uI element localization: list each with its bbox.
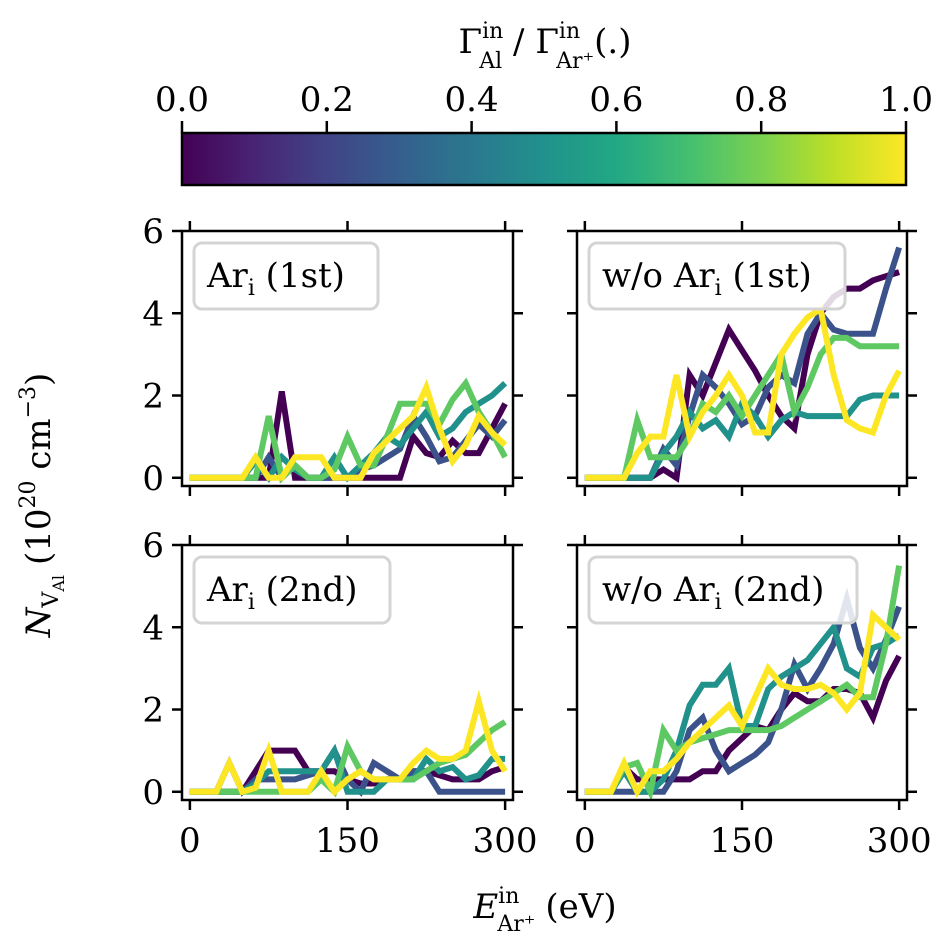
y-tick-label: 0 xyxy=(142,459,164,499)
colorbar-tick-label: 0.2 xyxy=(300,80,354,120)
colorbar: Γin Al / Γin Ar⁺(.) 0.0 0.2 0.4 0.6 0.8 1.0 xyxy=(155,19,933,187)
colorbar-tick-label: 0.0 xyxy=(155,80,209,120)
series-line-1 xyxy=(584,608,902,799)
x-axis-label: Ein Ar⁺ (eV) xyxy=(472,884,616,937)
y-tick-label: 4 xyxy=(142,294,164,334)
series-line-0.75 xyxy=(189,377,508,484)
y-tick-label: 6 xyxy=(142,526,164,566)
legend-label: w/o Ari (2nd) xyxy=(602,570,824,615)
y-tick-label: 6 xyxy=(142,212,164,252)
legend-label: Ari (2nd) xyxy=(206,570,358,615)
x-tick-label: 0 xyxy=(179,821,201,861)
y-axis-label: NVAl(1020 cm−3) xyxy=(16,373,68,639)
legend-box xyxy=(192,555,392,625)
x-tick-label: 300 xyxy=(473,821,538,861)
legend: w/o Ari (2nd) xyxy=(587,555,859,625)
colorbar-ticks: 0.0 0.2 0.4 0.6 0.8 1.0 xyxy=(155,80,933,133)
legend-box xyxy=(587,555,859,625)
y-tick-label: 2 xyxy=(142,691,164,731)
legend: w/o Ari (1st) xyxy=(587,241,847,311)
x-tick-label: 150 xyxy=(710,821,775,861)
panel-top-right: w/o Ari (1st) xyxy=(567,221,917,496)
panel-top-left: Ari (1st) 0 2 4 6 xyxy=(142,212,523,499)
legend-box xyxy=(587,241,847,311)
colorbar-tick-label: 0.4 xyxy=(445,80,499,120)
panels: Ari (1st) 0 2 4 6 w/o Ari (1st) Ari (2nd) 0 2 4 6 0… xyxy=(142,212,931,861)
colorbar-label: Γin Al / Γin Ar⁺(.) xyxy=(458,19,631,74)
panel-bottom-right: w/o Ari (2nd) 0 150 300 xyxy=(567,535,932,861)
series-line-0.75 xyxy=(584,334,900,481)
colorbar-tick-label: 0.6 xyxy=(589,80,643,120)
series-line-1 xyxy=(189,378,508,481)
legend: Ari (2nd) xyxy=(192,555,392,625)
series-line-1 xyxy=(189,689,508,797)
legend-box xyxy=(192,241,380,311)
x-tick-label: 150 xyxy=(315,821,380,861)
series-line-0 xyxy=(584,654,902,795)
colorbar-tick-label: 0.8 xyxy=(734,80,788,120)
legend: Ari (1st) xyxy=(192,241,380,311)
legend-label: w/o Ari (1st) xyxy=(602,256,812,301)
y-tick-label: 0 xyxy=(142,773,164,813)
x-tick-label: 0 xyxy=(574,821,596,861)
y-axis-label-text: NVAl(1020 cm−3) xyxy=(16,373,68,639)
panel-bottom-left: Ari (2nd) 0 2 4 6 0 150 300 xyxy=(142,526,537,861)
colorbar-tick-label: 1.0 xyxy=(879,80,933,120)
legend-label: Ari (1st) xyxy=(206,256,345,301)
y-tick-label: 2 xyxy=(142,377,164,417)
x-tick-label: 300 xyxy=(867,821,932,861)
series-line-1 xyxy=(584,304,902,481)
colorbar-gradient xyxy=(180,131,908,187)
y-tick-label: 4 xyxy=(142,608,164,648)
